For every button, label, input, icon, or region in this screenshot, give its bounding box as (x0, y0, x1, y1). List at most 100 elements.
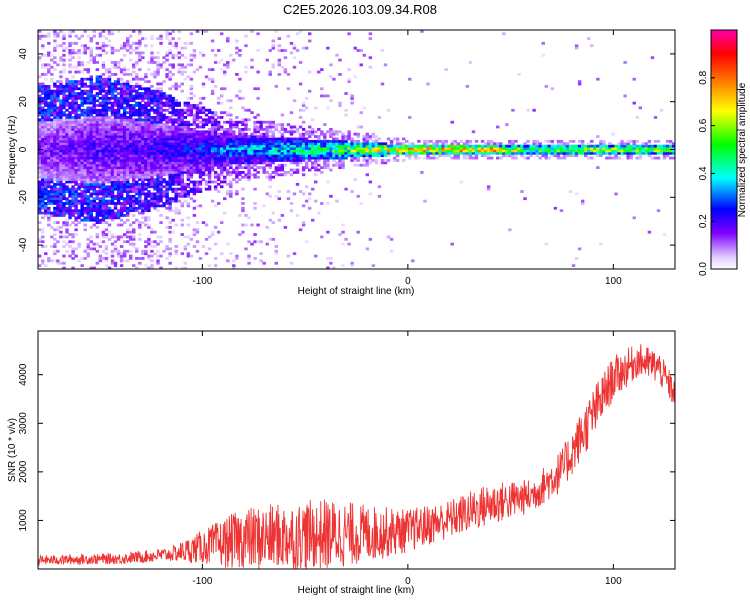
spectrogram-cell (216, 61, 221, 64)
spectrogram-cell (423, 142, 427, 146)
spectrogram-cell (350, 101, 354, 105)
spectrogram-cell (508, 142, 512, 146)
spectrogram-cell (68, 49, 72, 52)
spectrogram-cell (83, 139, 87, 143)
spectrogram-cell (92, 118, 97, 122)
spectrogram-cell (53, 237, 57, 241)
spectrogram-cell (317, 139, 321, 143)
spectrogram-cell (113, 80, 118, 83)
spectrogram-cell (477, 151, 482, 155)
spectrogram-cell (150, 108, 154, 112)
spectrogram-cell (180, 266, 184, 269)
spectrogram-cell (441, 149, 445, 153)
spectrogram-cell (135, 137, 139, 141)
spectrogram-cell (65, 202, 69, 205)
spectrogram-cell (426, 82, 430, 86)
spectrogram-cell (377, 142, 382, 146)
spectrogram-cell (156, 259, 160, 263)
spectrogram-cell (144, 197, 148, 201)
spectrogram-cell (186, 192, 191, 196)
spectrogram-cell (335, 199, 339, 203)
spectrogram-cell (380, 154, 385, 158)
spectrogram-cell (107, 206, 112, 210)
spectrogram-cell (195, 240, 200, 244)
spectrogram-cell (95, 92, 100, 95)
spectrogram-cell (292, 125, 297, 129)
spectrogram-cell (44, 123, 48, 126)
spectrogram-cell (147, 118, 151, 122)
spectrogram-cell (38, 99, 42, 103)
spectrogram-cell (144, 240, 148, 244)
spectrogram-cell (107, 223, 112, 227)
spectrogram-cell (216, 202, 221, 205)
spectrogram-cell (104, 89, 109, 93)
spectrogram-cell (262, 139, 266, 143)
spectrogram-cell (356, 49, 360, 52)
spectrogram-cell (301, 132, 306, 136)
spectrogram-cell (386, 235, 391, 239)
spectrogram-cell (101, 144, 106, 148)
spectrogram-cell (53, 49, 57, 52)
spectrogram-cell (286, 142, 291, 146)
spectrogram-cell (213, 257, 218, 260)
spectrogram-cell (110, 139, 115, 143)
spectrogram-cell (147, 130, 151, 134)
spectrogram-cell (171, 197, 175, 201)
spectrogram-cell (535, 144, 539, 148)
spectrogram-cell (107, 147, 112, 150)
spectrogram-cell (98, 154, 103, 158)
spectrogram-cell (283, 70, 288, 74)
spectrogram-cell (71, 168, 75, 172)
spectrogram-cell (377, 154, 382, 158)
spectrogram-cell (216, 125, 221, 129)
spectrogram-cell (62, 209, 66, 213)
spectrogram-cell (41, 101, 45, 105)
spectrogram-cell (292, 159, 297, 162)
spectrogram-cell (50, 211, 54, 215)
spectrogram-cell (241, 142, 245, 146)
spectrogram-cell (101, 249, 106, 253)
spectrogram-cell (107, 214, 112, 217)
spectrogram-cell (144, 151, 148, 155)
spectrogram-cell (144, 106, 148, 110)
spectrogram-cell (80, 178, 84, 181)
spectrogram-cell (104, 187, 109, 191)
spectrogram-cell (47, 101, 51, 105)
spectrogram-cell (468, 61, 473, 64)
spectrogram-cell (159, 235, 163, 239)
spectrogram-cell (101, 221, 106, 224)
spectrogram-cell (116, 92, 121, 95)
spectrogram-cell (247, 137, 251, 141)
spectrogram-cell (86, 116, 90, 119)
spectrogram-cell (147, 206, 151, 210)
spectrogram-cell (56, 180, 60, 184)
spectrogram-cell (86, 149, 90, 153)
spectrogram-cell (474, 154, 479, 158)
spectrogram-cell (256, 144, 260, 148)
spectrogram-cell (50, 53, 54, 57)
spectrogram-cell (125, 116, 130, 119)
spectrogram-cell (156, 175, 160, 179)
spectrogram-cell (362, 163, 366, 167)
spectrogram-cell (41, 139, 45, 143)
spectrogram-cell (183, 187, 188, 191)
spectrogram-cell (483, 154, 488, 158)
spectrogram-cell (68, 96, 72, 100)
spectrogram-cell (502, 144, 506, 148)
spectrogram-cell (156, 185, 160, 189)
spectrogram-cell (77, 168, 81, 172)
spectrogram-cell (338, 58, 342, 62)
spectrogram-cell (283, 127, 288, 131)
spectrogram-cell (268, 70, 272, 74)
spectrogram-cell (210, 156, 215, 160)
spectrogram-cell (338, 233, 342, 236)
spectrogram-cell (156, 56, 160, 60)
spectrogram-cell (77, 87, 81, 91)
spectrogram-cell (86, 199, 90, 203)
spectrogram-cell (132, 214, 136, 217)
spectrogram-cell (95, 118, 100, 122)
spectrogram-cell (180, 135, 184, 138)
spectrogram-cell (56, 96, 60, 100)
spectrogram-cell (253, 161, 257, 165)
